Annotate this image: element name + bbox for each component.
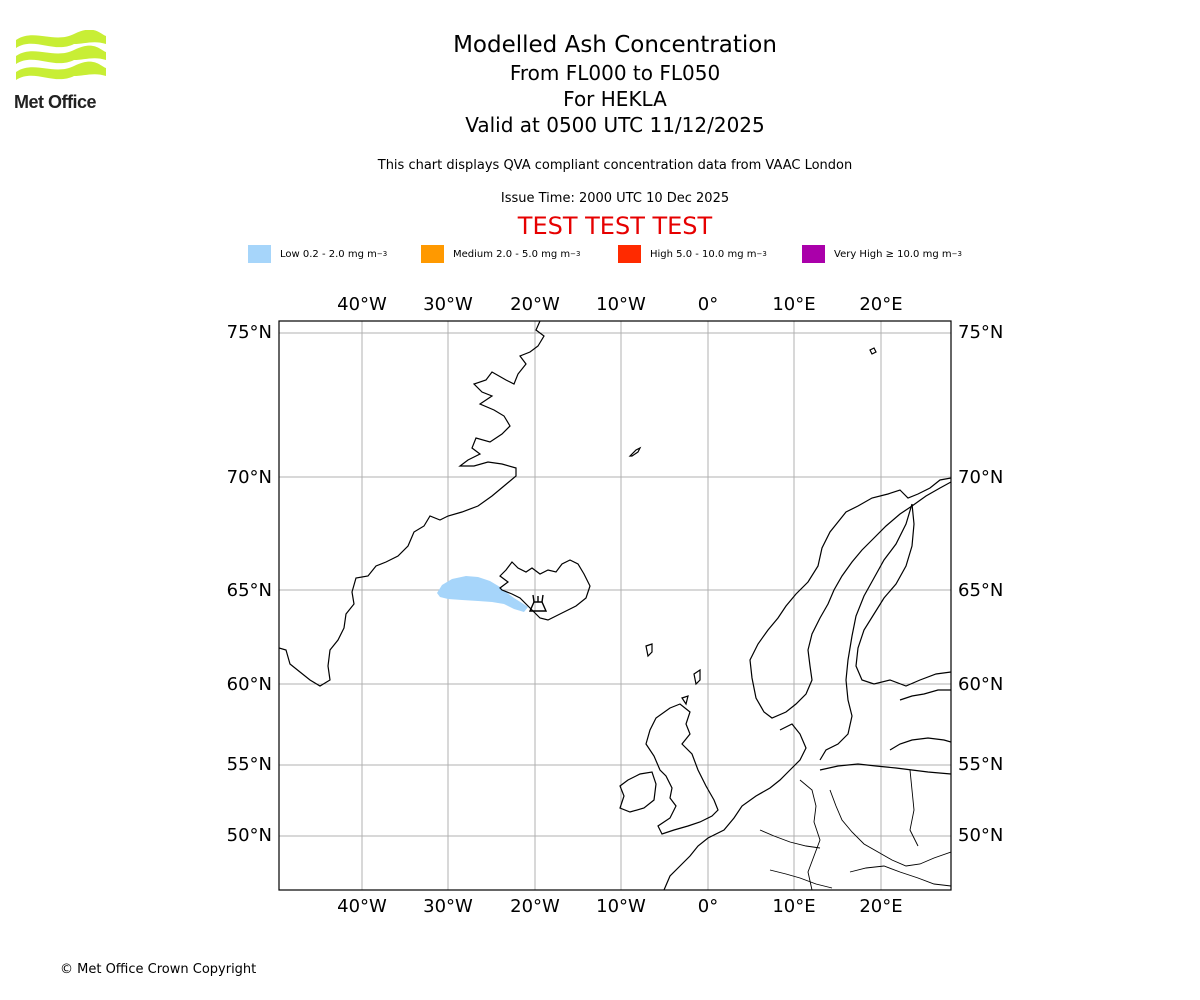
lat-label-left-70n: 70°N (227, 467, 272, 488)
coastlines (279, 321, 951, 890)
ash-plume-low (437, 576, 528, 612)
lat-label-left-75n: 75°N (227, 322, 272, 343)
legend-swatch-very-high (802, 245, 825, 263)
legend-swatch-medium (421, 245, 444, 263)
lon-label-top-10e: 10°E (772, 294, 815, 315)
lat-label-left-50n: 50°N (227, 825, 272, 846)
volcano-name: For HEKLA (563, 87, 667, 111)
lat-label-right-75n: 75°N (958, 322, 1003, 343)
flight-level-range: From FL000 to FL050 (509, 61, 721, 85)
legend-swatch-high (618, 245, 641, 263)
lon-label-top-20e: 20°E (859, 294, 902, 315)
ireland-coast (619, 771, 657, 813)
lon-label-bottom-10e: 10°E (772, 896, 815, 917)
legend-unit-low: −3 (376, 250, 388, 258)
lon-label-bottom-40w: 40°W (337, 896, 387, 917)
copyright: © Met Office Crown Copyright (60, 962, 257, 977)
lon-label-bottom-0: 0° (698, 896, 718, 917)
greenland-coast (279, 321, 545, 687)
legend-label-medium: Medium 2.0 - 5.0 mg m (453, 248, 571, 260)
legend-item-medium: Medium 2.0 - 5.0 mg m −3 (421, 244, 580, 264)
legend-item-high: High 5.0 - 10.0 mg m −3 (618, 244, 767, 264)
lon-label-top-30w: 30°W (423, 294, 473, 315)
lon-label-bottom-10w: 10°W (596, 896, 646, 917)
chart-subtitle: This chart displays QVA compliant concen… (377, 158, 853, 173)
lon-label-top-20w: 20°W (510, 294, 560, 315)
lon-label-top-0: 0° (698, 294, 718, 315)
lat-label-right-60n: 60°N (958, 674, 1003, 695)
map-frame (278, 320, 952, 891)
legend-label-very-high: Very High ≥ 10.0 mg m (834, 248, 952, 260)
met-office-logo: Met Office (14, 29, 108, 112)
lon-label-top-40w: 40°W (337, 294, 387, 315)
valid-time: Valid at 0500 UTC 11/12/2025 (465, 113, 765, 137)
iceland-coast (499, 559, 591, 621)
lat-label-right-65n: 65°N (958, 580, 1003, 601)
lat-label-left-55n: 55°N (227, 754, 272, 775)
lat-label-left-60n: 60°N (227, 674, 272, 695)
title-block: Modelled Ash Concentration From FL000 to… (315, 30, 915, 138)
legend-unit-medium: −3 (570, 250, 581, 258)
legend-unit-very-high: −3 (951, 250, 962, 258)
lat-label-right-55n: 55°N (958, 754, 1003, 775)
met-office-waves-logo-icon (16, 29, 106, 80)
lat-label-left-65n: 65°N (227, 580, 272, 601)
volcano-icon (528, 594, 548, 612)
continent-coast (663, 723, 807, 890)
lon-label-bottom-20e: 20°E (859, 896, 902, 917)
legend-unit-high: −3 (756, 250, 767, 258)
lon-label-bottom-20w: 20°W (510, 896, 560, 917)
scandinavia-coast (749, 477, 951, 719)
legend-swatch-low (248, 245, 271, 263)
graticule (279, 321, 951, 890)
legend-label-low: Low 0.2 - 2.0 mg m (280, 248, 377, 260)
lat-label-right-50n: 50°N (958, 825, 1003, 846)
chart-title: Modelled Ash Concentration (453, 32, 777, 58)
legend-item-very-high: Very High ≥ 10.0 mg m −3 (802, 244, 962, 264)
test-banner: TEST TEST TEST (517, 212, 713, 240)
legend-item-low: Low 0.2 - 2.0 mg m −3 (248, 244, 387, 264)
lat-label-right-70n: 70°N (958, 467, 1003, 488)
lon-label-top-10w: 10°W (596, 294, 646, 315)
logo-text: Met Office (14, 92, 97, 112)
legend-label-high: High 5.0 - 10.0 mg m (650, 248, 757, 260)
issue-time: Issue Time: 2000 UTC 10 Dec 2025 (500, 191, 730, 206)
lon-label-bottom-30w: 30°W (423, 896, 473, 917)
great-britain-coast (645, 703, 719, 835)
